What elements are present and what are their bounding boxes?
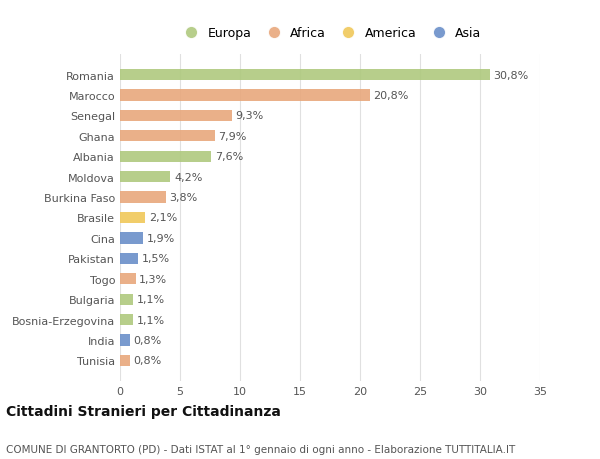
Bar (120, 253, 138, 264)
Text: 1,1%: 1,1% (137, 315, 165, 325)
Text: 7,9%: 7,9% (218, 132, 247, 141)
Text: 4,2%: 4,2% (174, 172, 202, 182)
Bar (120, 314, 133, 325)
Text: 2,1%: 2,1% (149, 213, 177, 223)
Text: 3,8%: 3,8% (169, 193, 197, 203)
Bar (120, 274, 136, 285)
Bar (120, 131, 215, 142)
Text: 30,8%: 30,8% (493, 71, 529, 80)
Bar (120, 233, 143, 244)
Bar (120, 294, 133, 305)
Text: 20,8%: 20,8% (373, 91, 409, 101)
Bar (120, 111, 232, 122)
Text: 1,3%: 1,3% (139, 274, 167, 284)
Bar (120, 172, 170, 183)
Text: 1,1%: 1,1% (137, 295, 165, 304)
Bar (120, 335, 130, 346)
Bar (120, 213, 145, 224)
Text: 1,5%: 1,5% (142, 254, 170, 264)
Text: 7,6%: 7,6% (215, 152, 243, 162)
Text: 0,8%: 0,8% (133, 356, 161, 365)
Text: 1,9%: 1,9% (146, 233, 175, 243)
Text: Cittadini Stranieri per Cittadinanza: Cittadini Stranieri per Cittadinanza (6, 404, 281, 418)
Bar (120, 90, 370, 101)
Legend: Europa, Africa, America, Asia: Europa, Africa, America, Asia (173, 22, 487, 45)
Bar (120, 70, 490, 81)
Text: 9,3%: 9,3% (235, 111, 263, 121)
Text: 0,8%: 0,8% (133, 335, 161, 345)
Text: COMUNE DI GRANTORTO (PD) - Dati ISTAT al 1° gennaio di ogni anno - Elaborazione : COMUNE DI GRANTORTO (PD) - Dati ISTAT al… (6, 444, 515, 454)
Bar (120, 355, 130, 366)
Bar (120, 192, 166, 203)
Bar (120, 151, 211, 162)
